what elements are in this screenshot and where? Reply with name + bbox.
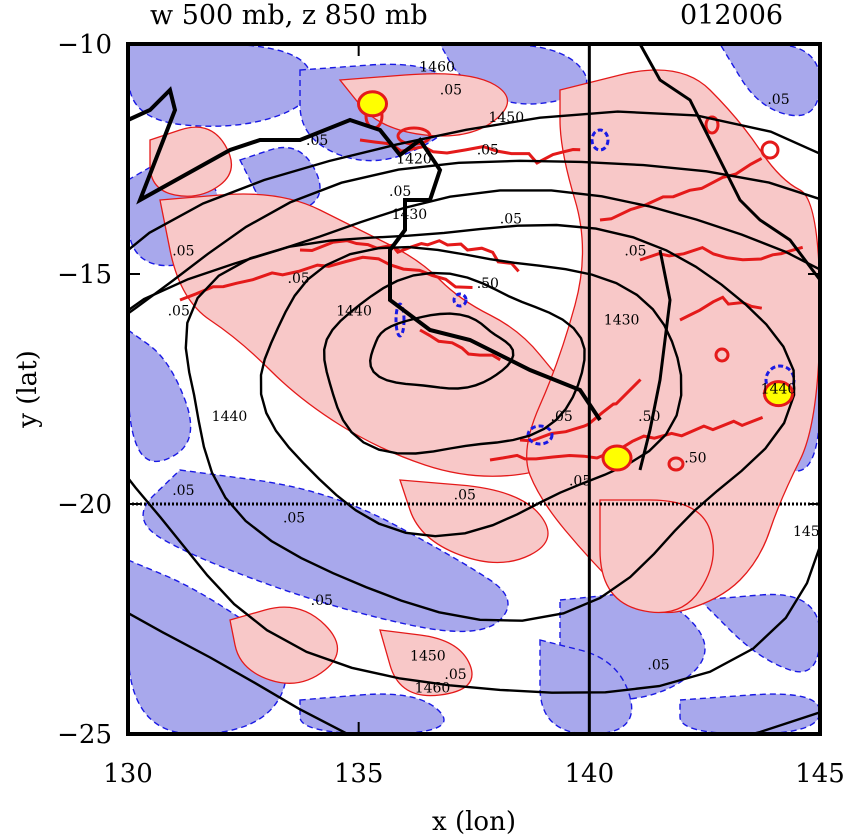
height-contour-2 [259, 245, 683, 538]
coastline-outline [638, 44, 820, 281]
w-contour-label-3: .05 [306, 133, 328, 149]
w-contour-label-6: .05 [477, 142, 499, 158]
height-contour-label-4: 1440 [212, 409, 248, 425]
x-tick-label-3: 145 [795, 759, 845, 789]
cape-outline [638, 249, 672, 471]
w-contour-label-20: .05 [647, 658, 669, 674]
upward-ring-1 [704, 115, 720, 135]
downward-strong-contour-2 [394, 302, 406, 338]
vertical-motion-contours [179, 102, 804, 472]
w-contour-label-16: .05 [283, 510, 305, 526]
height-contour-label-1: 1450 [488, 110, 524, 126]
upward-strong-contour-5 [599, 157, 763, 222]
height-contour-label-6: 1430 [392, 207, 428, 223]
downward-region-8 [128, 559, 287, 734]
downward-region-14 [299, 693, 445, 734]
w-contour-label-7: .05 [500, 211, 522, 227]
strong-maximum-0 [357, 90, 389, 118]
upward-ring-3 [714, 347, 730, 363]
upward-strong-contour-4 [359, 138, 581, 165]
w-contour-label-0: .05 [172, 244, 194, 260]
upward-region-4 [229, 606, 339, 684]
downward-strong-contour-1 [590, 128, 610, 152]
upward-ring-4 [667, 456, 685, 472]
upward-strong-contour-1 [299, 239, 520, 273]
strong-maximum-1 [762, 380, 794, 408]
height-contour-label-10: 1450 [793, 524, 829, 540]
x-tick-label-1: 135 [334, 759, 384, 789]
upward-strong-contour-6 [679, 295, 763, 322]
contour-labels: 1460 1450 1450 1460 1440 1440 1430 1420 1430 1440… [168, 60, 829, 697]
w-contour-label-19: .05 [444, 667, 466, 683]
downward-region-16 [679, 693, 820, 734]
chart-title: w 500 mb, z 850 mb [150, 0, 428, 31]
w-contour-label-12: .50 [638, 409, 660, 425]
x-axis-title: x (lon) [432, 807, 516, 837]
downward-region-6 [128, 329, 192, 463]
x-tick-label-2: 140 [565, 759, 615, 789]
w-contour-label-9: .05 [624, 244, 646, 260]
upward-region-3 [399, 479, 549, 564]
w-contour-label-17: .05 [454, 487, 476, 503]
height-contour-label-7: 1420 [396, 152, 432, 168]
w-contour-label-1: .05 [168, 303, 190, 319]
upward-region-7 [149, 126, 232, 197]
upward-region-6 [599, 499, 714, 614]
downward-region-15 [539, 639, 633, 734]
w-contour-label-2: .05 [288, 271, 310, 287]
w-contour-label-4: .05 [389, 184, 411, 200]
w-contour-label-14: .05 [569, 474, 591, 490]
height-contour-0 [368, 312, 515, 390]
x-tick-label-0: 130 [103, 759, 153, 789]
axis-tick-labels: 130 135 140 145 −10 −15 −20 −25 [57, 30, 845, 789]
height-contour-label-0: 1460 [419, 60, 455, 76]
y-tick-label-0: −10 [57, 30, 112, 60]
w-contour-label-15: .05 [172, 483, 194, 499]
upward-ring-2 [760, 140, 780, 160]
height-contour-label-2: 1450 [410, 648, 446, 664]
strong-maxima [357, 90, 794, 472]
y-tick-label-2: −20 [57, 490, 112, 520]
w-contour-label-5: .05 [440, 83, 462, 99]
w-contour-label-10: .05 [767, 92, 789, 108]
w-contour-label-13: .50 [684, 451, 706, 467]
downward-region-7 [142, 469, 509, 633]
upward-strong-contour-3 [519, 378, 642, 443]
y-tick-label-1: −15 [57, 260, 112, 290]
height-contour-4 [128, 189, 820, 694]
height-contour-label-5: 1440 [336, 303, 372, 319]
height-contour-label-9: 1440 [761, 382, 797, 398]
upward-strong-contour-7 [639, 245, 804, 262]
w-contour-label-8: .50 [477, 276, 499, 292]
reference-lines [128, 44, 820, 734]
topography-outline [128, 86, 602, 422]
w-contour-label-11: .05 [551, 409, 573, 425]
plot-frame [126, 42, 822, 736]
y-tick-label-3: −25 [57, 720, 112, 750]
axis-ticks [127, 43, 821, 735]
downward-region-0 [128, 44, 313, 127]
height-contour-label-8: 1430 [604, 313, 640, 329]
plot-area: 1460 1450 1450 1460 1440 1440 1430 1420 1430 1440… [128, 44, 829, 734]
height-contour-label-3: 1460 [415, 681, 451, 697]
height-contour-3 [184, 223, 796, 622]
date-label: 012006 [680, 0, 784, 31]
downward-strong-contour-4 [452, 292, 468, 308]
y-axis-title: y (lat) [13, 350, 43, 429]
height-contour-1 [322, 271, 586, 455]
upward-strong-contour-8 [419, 328, 501, 362]
strong-maximum-2 [601, 444, 633, 472]
w-contour-label-18: .05 [311, 593, 333, 609]
